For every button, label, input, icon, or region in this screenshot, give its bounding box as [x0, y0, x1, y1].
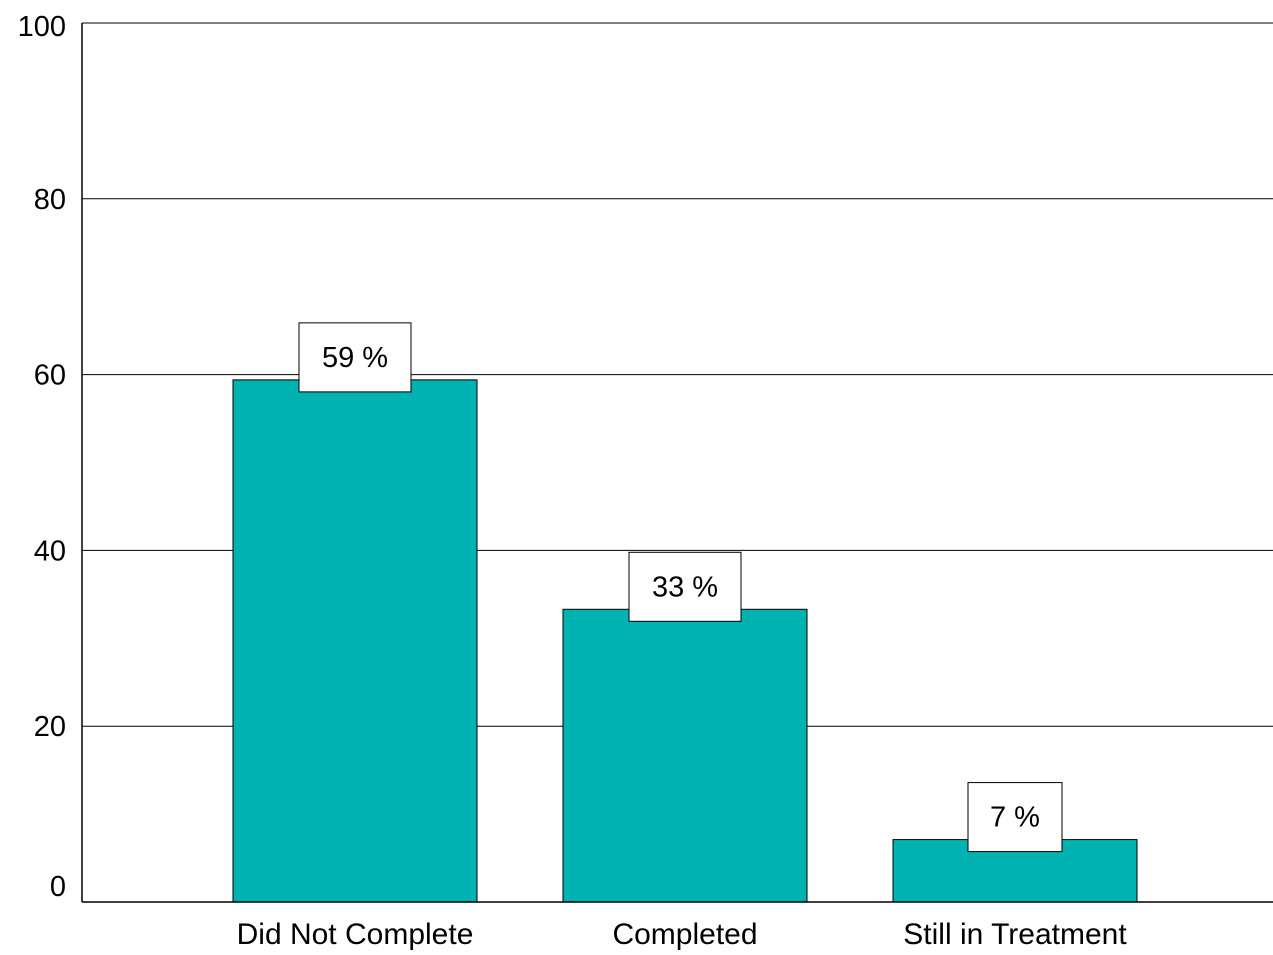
data-label: 59 %	[322, 342, 388, 374]
plot-frame	[81, 22, 1273, 903]
y-tick-label: 100	[18, 11, 66, 43]
y-tick-label: 20	[34, 711, 66, 743]
bar-completed	[562, 608, 808, 903]
category-label: Completed	[612, 918, 757, 951]
y-tick-label: 80	[34, 184, 66, 216]
bars	[232, 379, 1138, 903]
category-label: Did Not Complete	[237, 918, 474, 951]
y-tick-label: 0	[50, 871, 66, 903]
y-tick-labels: 0 20 40 60 80 100	[18, 11, 66, 903]
data-label-box	[967, 782, 1063, 853]
data-label: 33 %	[652, 571, 718, 603]
data-labels: 59 % 33 % 7 %	[298, 322, 1063, 853]
y-tick-label: 40	[34, 535, 66, 567]
data-label-box	[628, 551, 742, 622]
category-labels: Did Not Complete Completed Still in Treatm…	[237, 918, 1128, 951]
bar-did-not-complete	[232, 379, 478, 903]
data-label: 7 %	[990, 802, 1040, 834]
y-tick-label: 60	[34, 360, 66, 392]
category-label: Still in Treatment	[903, 918, 1127, 951]
data-label-box	[298, 322, 412, 393]
